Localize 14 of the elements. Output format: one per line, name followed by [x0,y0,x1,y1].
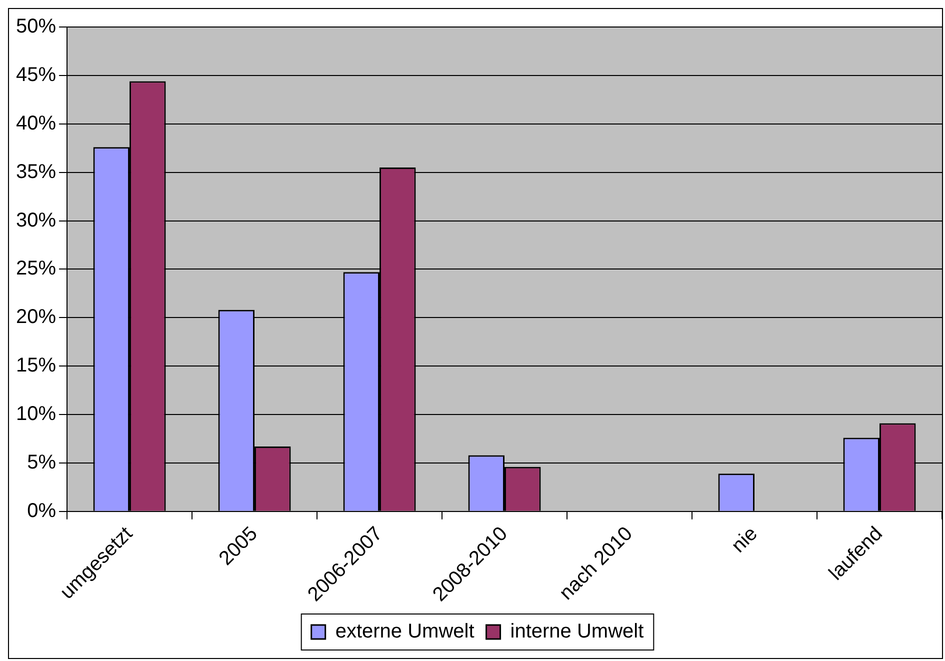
legend-label: externe Umwelt [335,620,475,643]
y-tick-label: 20% [16,306,56,328]
y-tick-label: 10% [16,403,56,426]
x-tick-label: nie [728,522,762,558]
y-tick-label: 50% [16,16,56,38]
y-tick-label: 15% [16,354,56,377]
legend-label: interne Umwelt [510,620,644,643]
y-tick-label: 5% [27,451,56,474]
y-tick-label: 30% [16,209,56,232]
y-tick-label: 0% [27,500,56,522]
y-tick-label: 25% [16,258,56,280]
y-tick-label: 35% [16,160,56,183]
y-tick-label: 40% [16,112,56,134]
y-tick-label: 45% [16,64,56,86]
